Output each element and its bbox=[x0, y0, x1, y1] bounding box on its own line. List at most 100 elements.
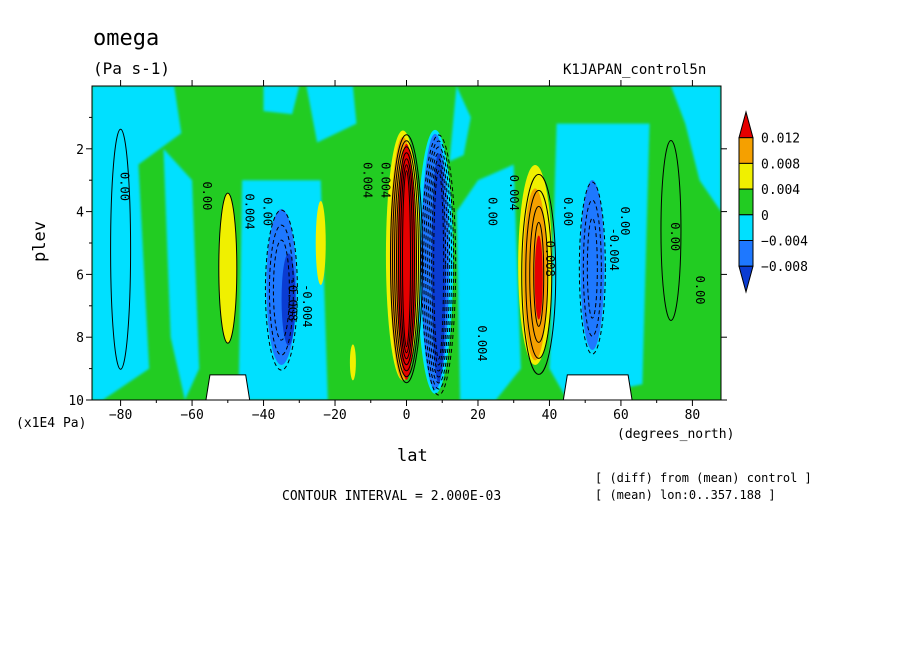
equatorial-negative-contour-2 bbox=[425, 146, 453, 384]
equatorial-negative-contour-3 bbox=[427, 152, 451, 378]
x-tick-label: 20 bbox=[470, 408, 486, 423]
x-tick-label: 80 bbox=[685, 408, 701, 423]
x-tick-label: −80 bbox=[109, 408, 132, 423]
northern-positive-contour-3 bbox=[533, 221, 545, 327]
x-axis-label: lat bbox=[397, 446, 428, 466]
equatorial-negative-contour-1 bbox=[423, 140, 455, 390]
subtropical-descent-core bbox=[580, 179, 605, 350]
cyan-region-3 bbox=[670, 86, 721, 212]
chart-title: omega bbox=[93, 26, 160, 51]
contour-label: 0.004 bbox=[361, 162, 375, 198]
contour-label: 0.004 bbox=[475, 325, 489, 361]
northern-ascent-red bbox=[534, 235, 543, 320]
equatorial-negative-contour-4 bbox=[429, 158, 449, 372]
x-tick-label: −60 bbox=[180, 408, 203, 423]
x-tick-label: 0 bbox=[403, 408, 411, 423]
colorbar-label: 0.004 bbox=[761, 183, 800, 198]
colorbar-segment bbox=[738, 162, 754, 190]
y-tick-label: 10 bbox=[68, 394, 84, 409]
run-name: K1JAPAN_control5n bbox=[563, 62, 707, 78]
x-tick-label: 40 bbox=[542, 408, 558, 423]
southern-positive-contour bbox=[218, 192, 238, 344]
y-tick-label: 4 bbox=[76, 206, 84, 221]
contour-label: 0.00 bbox=[618, 207, 632, 236]
colorbar-segment bbox=[738, 214, 754, 242]
equatorial-positive-contour-5 bbox=[400, 164, 413, 354]
cyan-region-7 bbox=[449, 86, 471, 162]
equatorial-positive-contour-6 bbox=[402, 170, 411, 348]
equatorial-positive-contour-3 bbox=[396, 152, 417, 366]
x-tick-label: −40 bbox=[252, 408, 275, 423]
contour-label: 0.004 bbox=[507, 175, 521, 211]
contour-label: 0.00 bbox=[118, 172, 132, 201]
northern-zero-contour bbox=[660, 139, 682, 321]
colorbar-bottom-arrow bbox=[738, 265, 754, 294]
equatorial-positive-contour-0 bbox=[390, 134, 423, 384]
contour-label: 0.004 bbox=[378, 162, 392, 198]
polar-zero-contour bbox=[110, 128, 132, 370]
northern-positive-contour-2 bbox=[529, 205, 549, 343]
equatorial-positive-contour-4 bbox=[398, 158, 415, 360]
colorbar-label: 0.008 bbox=[761, 157, 800, 172]
masked-region-0 bbox=[205, 374, 251, 401]
northern-positive-contour-0 bbox=[521, 173, 557, 375]
contour-interval: CONTOUR INTERVAL = 2.000E-03 bbox=[282, 489, 502, 504]
cyan-region-4 bbox=[163, 148, 200, 400]
southern-descent-peak bbox=[281, 253, 296, 346]
x-axis: −80 −60 −40 −20 0 20 40 60 80 bbox=[109, 80, 700, 423]
subtropical-negative-contour-1 bbox=[582, 199, 602, 337]
equatorial-negative-contour-0 bbox=[421, 134, 457, 396]
colorbar-segment bbox=[738, 240, 754, 267]
contour-label: 0.00 bbox=[561, 197, 575, 226]
cyan-region-8 bbox=[263, 86, 300, 115]
colorbar-top-arrow bbox=[738, 110, 754, 139]
colorbar-label: 0 bbox=[761, 209, 769, 224]
northern-positive-contour-1 bbox=[525, 189, 553, 359]
masked-region-1 bbox=[562, 374, 633, 401]
minor-ascent-yellow-2 bbox=[349, 344, 356, 381]
equatorial-positive-contour-2 bbox=[394, 146, 419, 372]
x-axis-units: (degrees_north) bbox=[617, 427, 735, 442]
mean-note: [ (mean) lon:0..357.188 ] bbox=[595, 488, 776, 502]
southern-negative-contour-0 bbox=[264, 209, 298, 371]
colorbar-segment bbox=[738, 188, 754, 216]
contour-label: 0.00 bbox=[261, 197, 275, 226]
diff-note: [ (diff) from (mean) control ] bbox=[595, 471, 812, 485]
contour-label: -0.004 bbox=[607, 228, 621, 271]
contour-label: -0.004 bbox=[300, 284, 314, 327]
y-tick-label: 2 bbox=[76, 143, 84, 158]
masked-regions bbox=[205, 374, 633, 401]
x-tick-label: −20 bbox=[323, 408, 346, 423]
filled-contour-field bbox=[92, 86, 721, 400]
chart-units: (Pa s-1) bbox=[93, 59, 171, 78]
y-tick-label: 8 bbox=[76, 331, 84, 346]
y-tick-label: 6 bbox=[76, 268, 84, 283]
contour-label: 0.008 bbox=[543, 241, 557, 277]
colorbar-segment bbox=[738, 137, 754, 164]
southern-negative-contour-2 bbox=[272, 239, 290, 341]
equatorial-negative-contour-6 bbox=[433, 170, 445, 360]
equatorial-positive-contour-1 bbox=[392, 140, 421, 378]
x-tick-label: 60 bbox=[613, 408, 629, 423]
minor-ascent-yellow-1 bbox=[315, 201, 326, 285]
subtropical-negative-contour-2 bbox=[586, 217, 598, 319]
cyan-region-1 bbox=[456, 164, 521, 400]
y-axis-label: plev bbox=[30, 221, 50, 262]
contour-lines bbox=[110, 128, 682, 396]
contour-label: 0.004 bbox=[243, 194, 257, 230]
contour-label: -0.008 bbox=[286, 278, 300, 321]
contour-label: 0.00 bbox=[486, 197, 500, 226]
equatorial-negative-contour-5 bbox=[431, 164, 447, 366]
cyan-region-0 bbox=[92, 86, 182, 400]
contour-label: 0.00 bbox=[200, 181, 214, 210]
cyan-region-6 bbox=[306, 86, 357, 143]
subtropical-negative-contour-0 bbox=[578, 181, 606, 355]
colorbar-label: 0.012 bbox=[761, 132, 800, 147]
colorbar-label: −0.004 bbox=[761, 235, 808, 250]
contour-label: 0.00 bbox=[668, 222, 682, 251]
colorbar: 0.012 0.008 0.004 0 −0.004 −0.008 bbox=[738, 110, 808, 294]
southern-ascent-yellow bbox=[218, 193, 237, 344]
colorbar-label: −0.008 bbox=[761, 260, 808, 275]
